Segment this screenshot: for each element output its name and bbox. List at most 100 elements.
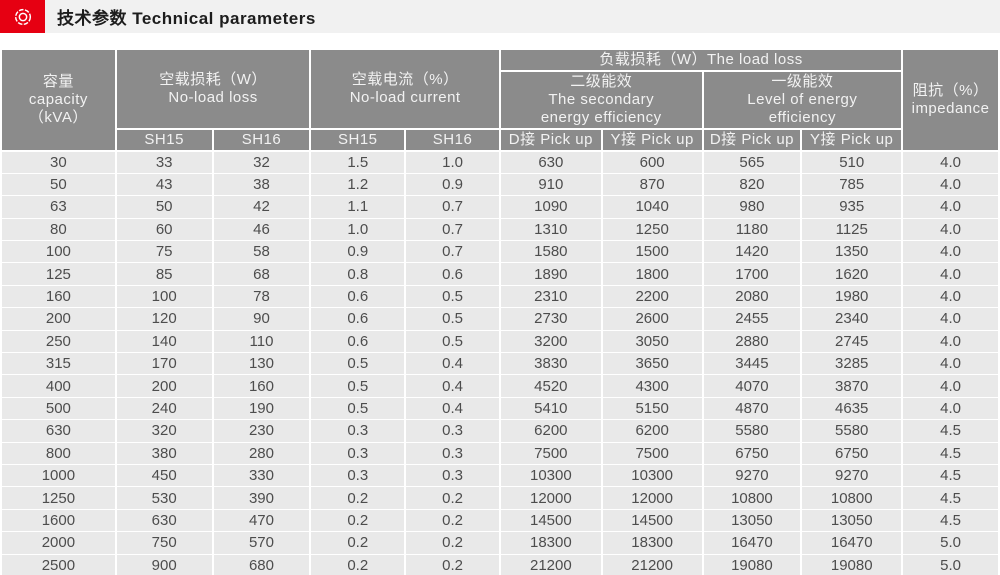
value-cell: 4.0 — [901, 217, 1000, 242]
table-row: 2500 900 680 0.2 0.2 21200 21200 19080 19080 5.0 — [0, 553, 1000, 575]
header-no-load-current-en: No-load current — [349, 89, 461, 106]
value-cell: 3445 — [701, 352, 803, 376]
value-cell: 910 — [498, 172, 603, 197]
value-cell: 0.6 — [404, 262, 501, 286]
value-cell: 68 — [211, 262, 312, 286]
value-cell: 4.0 — [901, 352, 1000, 376]
value-cell: 4.0 — [901, 329, 1000, 354]
value-cell: 43 — [114, 172, 214, 197]
value-cell: 9270 — [701, 463, 803, 488]
value-cell: 5580 — [800, 419, 904, 443]
value-cell: 6200 — [498, 419, 603, 443]
value-cell: 0.5 — [309, 374, 407, 398]
header-no-load-loss: 空载损耗（W） No-load loss — [114, 48, 312, 130]
value-cell: 3830 — [498, 352, 603, 376]
value-cell: 380 — [114, 441, 214, 465]
value-cell: 4.5 — [901, 441, 1000, 465]
value-cell: 4.5 — [901, 508, 1000, 533]
value-cell: 510 — [800, 150, 904, 174]
value-cell: 50 — [114, 195, 214, 219]
value-cell: 6750 — [800, 441, 904, 465]
table-row: 250 140 110 0.6 0.5 3200 3050 2880 2745 4.0 — [0, 329, 1000, 354]
capacity-cell: 1000 — [0, 463, 117, 488]
value-cell: 1420 — [701, 240, 803, 264]
capacity-cell: 200 — [0, 307, 117, 331]
value-cell: 565 — [701, 150, 803, 174]
value-cell: 0.2 — [404, 508, 501, 533]
value-cell: 16470 — [800, 531, 904, 555]
value-cell: 330 — [211, 463, 312, 488]
capacity-cell: 315 — [0, 352, 117, 376]
header-impedance-en: impedance — [911, 100, 990, 117]
value-cell: 1.0 — [309, 217, 407, 242]
value-cell: 4.5 — [901, 463, 1000, 488]
value-cell: 1040 — [600, 195, 704, 219]
value-cell: 0.4 — [404, 396, 501, 421]
value-cell: 0.3 — [404, 463, 501, 488]
value-cell: 160 — [211, 374, 312, 398]
value-cell: 6200 — [600, 419, 704, 443]
value-cell: 0.9 — [309, 240, 407, 264]
table-row: 400 200 160 0.5 0.4 4520 4300 4070 3870 4.0 — [0, 374, 1000, 398]
value-cell: 4520 — [498, 374, 603, 398]
value-cell: 0.7 — [404, 240, 501, 264]
value-cell: 570 — [211, 531, 312, 555]
value-cell: 680 — [211, 553, 312, 575]
value-cell: 32 — [211, 150, 312, 174]
table-row: 315 170 130 0.5 0.4 3830 3650 3445 3285 4.0 — [0, 352, 1000, 376]
capacity-cell: 500 — [0, 396, 117, 421]
value-cell: 1800 — [600, 262, 704, 286]
value-cell: 2730 — [498, 307, 603, 331]
value-cell: 630 — [114, 508, 214, 533]
value-cell: 980 — [701, 195, 803, 219]
header-secondary-zh: 二级能效 — [570, 73, 633, 90]
capacity-cell: 2000 — [0, 531, 117, 555]
value-cell: 4.0 — [901, 396, 1000, 421]
value-cell: 2600 — [600, 307, 704, 331]
table-header: 容量 capacity （kVA） 空载损耗（W） No-load loss 空… — [0, 48, 1000, 152]
value-cell: 75 — [114, 240, 214, 264]
value-cell: 1350 — [800, 240, 904, 264]
value-cell: 0.2 — [309, 531, 407, 555]
value-cell: 19080 — [800, 553, 904, 575]
value-cell: 0.3 — [404, 419, 501, 443]
value-cell: 5.0 — [901, 553, 1000, 575]
value-cell: 120 — [114, 307, 214, 331]
capacity-cell: 1600 — [0, 508, 117, 533]
value-cell: 12000 — [600, 486, 704, 510]
value-cell: 18300 — [498, 531, 603, 555]
subheader-sh16-current: SH16 — [404, 128, 501, 152]
header-no-load-loss-en: No-load loss — [168, 89, 258, 106]
title-bar: 技术参数 Technical parameters — [0, 0, 1000, 33]
value-cell: 4.5 — [901, 486, 1000, 510]
header-no-load-loss-zh: 空载损耗（W） — [159, 71, 267, 88]
header-grade1-en2: efficiency — [768, 109, 836, 126]
value-cell: 0.2 — [309, 508, 407, 533]
table-row: 1250 530 390 0.2 0.2 12000 12000 10800 10800 4.5 — [0, 486, 1000, 510]
value-cell: 4.0 — [901, 284, 1000, 309]
page-title: 技术参数 Technical parameters — [57, 9, 316, 28]
capacity-cell: 1250 — [0, 486, 117, 510]
value-cell: 630 — [498, 150, 603, 174]
value-cell: 3870 — [800, 374, 904, 398]
value-cell: 2310 — [498, 284, 603, 309]
value-cell: 4.0 — [901, 307, 1000, 331]
value-cell: 90 — [211, 307, 312, 331]
value-cell: 0.5 — [404, 307, 501, 331]
capacity-cell: 63 — [0, 195, 117, 219]
header-capacity-en: capacity — [28, 91, 88, 108]
value-cell: 5580 — [701, 419, 803, 443]
value-cell: 870 — [600, 172, 704, 197]
table-row: 200 120 90 0.6 0.5 2730 2600 2455 2340 4.0 — [0, 307, 1000, 331]
capacity-cell: 50 — [0, 172, 117, 197]
value-cell: 85 — [114, 262, 214, 286]
value-cell: 5150 — [600, 396, 704, 421]
value-cell: 240 — [114, 396, 214, 421]
value-cell: 1125 — [800, 217, 904, 242]
value-cell: 1250 — [600, 217, 704, 242]
header-grade1-zh: 一级能效 — [771, 73, 834, 90]
table-row: 125 85 68 0.8 0.6 1890 1800 1700 1620 4.0 — [0, 262, 1000, 286]
value-cell: 170 — [114, 352, 214, 376]
header-capacity-zh: 容量 — [42, 73, 74, 90]
